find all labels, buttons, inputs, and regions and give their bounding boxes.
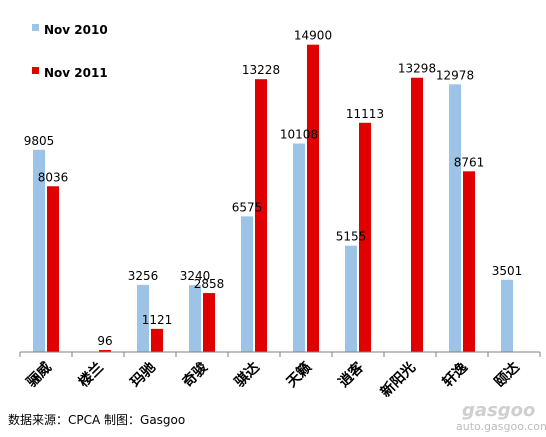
bar-nov2010-7	[345, 245, 357, 352]
value-label-nov2010-3: 3256	[128, 269, 159, 283]
category-label-3: 玛驰	[128, 360, 159, 391]
bars-layer	[33, 44, 513, 353]
legend-label-1: Nov 2010	[44, 23, 108, 37]
bar-nov2010-3	[137, 284, 149, 352]
value-label-nov2010-1: 9805	[24, 134, 55, 148]
value-label-nov2011-1: 8036	[38, 170, 69, 184]
value-label-nov2011-5: 13228	[242, 63, 280, 77]
value-label-nov2010-4: 3240	[180, 269, 211, 283]
value-label-nov2011-7: 11113	[346, 107, 384, 121]
bar-nov2011-2	[99, 350, 111, 352]
bar-nov2010-1	[33, 149, 45, 352]
source-caption: 数据来源：CPCA 制图：Gasgoo	[8, 412, 185, 427]
category-label-7: 逍客	[335, 358, 368, 391]
gasgoo-logo-text: gasgoo	[462, 400, 535, 421]
value-label-nov2011-3: 1121	[142, 313, 173, 327]
category-label-4: 奇骏	[179, 358, 212, 391]
legend-swatch-1	[32, 24, 39, 31]
category-labels-layer: 骊威 楼兰 玛驰 奇骏 骐达 天籁 逍客 新阳光 轩逸 颐达	[23, 358, 523, 400]
value-label-nov2011-2: 96	[97, 334, 112, 348]
category-label-2: 楼兰	[75, 359, 107, 391]
value-label-nov2011-6: 14900	[294, 29, 332, 43]
legend: Nov 2010 Nov 2011	[32, 23, 108, 80]
bar-nov2011-4	[203, 293, 215, 352]
legend-label-2: Nov 2011	[44, 66, 108, 80]
value-label-nov2010-6: 10108	[280, 128, 318, 142]
value-label-nov2010-10: 3501	[492, 264, 523, 278]
category-label-5: 骐达	[231, 359, 263, 391]
bar-nov2010-4	[189, 285, 201, 352]
bar-nov2011-5	[255, 79, 267, 353]
category-label-10: 颐达	[491, 359, 523, 391]
bar-nov2011-1	[47, 186, 59, 352]
bar-nov2011-9	[463, 171, 475, 352]
value-label-nov2010-7: 5155	[336, 230, 367, 244]
bar-nov2011-8	[411, 77, 423, 352]
value-label-nov2010-9: 12978	[436, 68, 474, 82]
gasgoo-url-text: auto.gasgoo.com	[456, 420, 546, 433]
bar-nov2010-10	[501, 279, 513, 352]
value-label-nov2011-9: 8761	[454, 155, 485, 169]
bar-nov2010-6	[293, 143, 305, 352]
legend-swatch-2	[32, 67, 39, 74]
category-label-1: 骊威	[23, 359, 55, 391]
bar-nov2011-7	[359, 122, 371, 352]
bar-nov2011-6	[307, 44, 319, 352]
category-label-6: 天籁	[283, 359, 315, 391]
gasgoo-watermark: gasgoo auto.gasgoo.com	[456, 400, 546, 433]
bar-nov2011-3	[151, 328, 163, 352]
bar-nov2010-5	[241, 216, 253, 352]
value-label-nov2011-8: 13298	[398, 62, 436, 76]
bar-nov2010-9	[449, 84, 461, 353]
category-label-9: 轩逸	[439, 359, 471, 391]
category-label-8: 新阳光	[377, 359, 419, 401]
x-axis-ticks	[19, 352, 541, 357]
value-label-nov2011-4: 2858	[194, 277, 225, 291]
value-label-nov2010-5: 6575	[232, 200, 263, 214]
